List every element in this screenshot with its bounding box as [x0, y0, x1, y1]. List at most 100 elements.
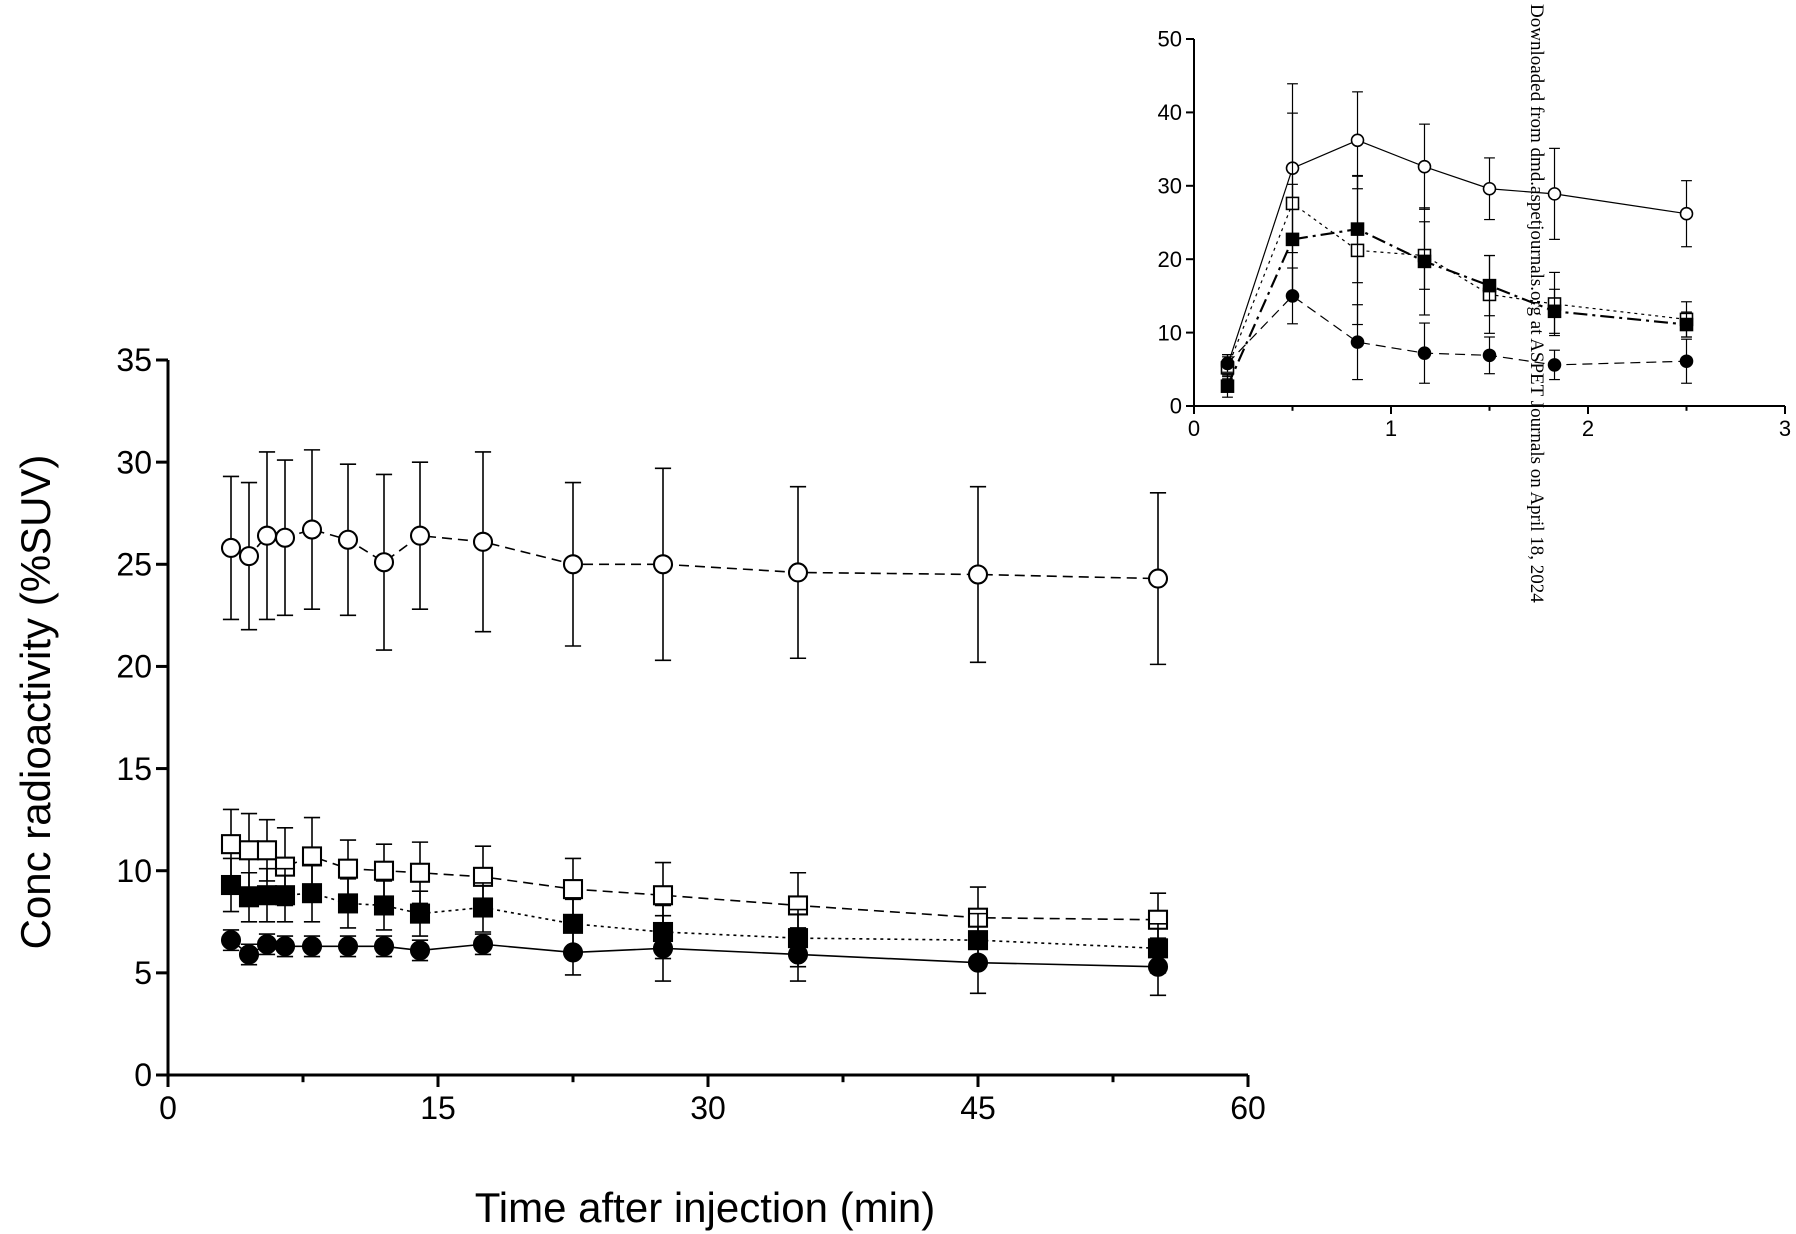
main-data-point [967, 564, 989, 585]
main-data-point [472, 531, 494, 552]
inset-y-tick-label: 40 [1158, 100, 1182, 125]
main-data-point [220, 930, 242, 951]
inset-y-tick-label: 20 [1158, 247, 1182, 272]
main-y-tick-label: 0 [134, 1057, 152, 1093]
inset-data-point [1482, 348, 1497, 363]
inset-data-point [1350, 335, 1365, 349]
inset-data-point [1417, 159, 1432, 174]
main-x-tick-label: 0 [159, 1090, 177, 1126]
inset-data-point [1285, 289, 1300, 303]
inset-data-point [1482, 278, 1497, 293]
main-data-point [373, 895, 395, 916]
main-data-point [274, 936, 296, 957]
inset-data-point [1679, 206, 1694, 221]
main-y-tick-label: 5 [134, 955, 152, 991]
inset-data-point [1482, 181, 1497, 196]
main-x-axis-label: Time after injection (min) [475, 1184, 936, 1231]
main-y-tick-label: 10 [116, 853, 152, 889]
main-series [220, 449, 1169, 997]
main-series-filled-square [220, 857, 1169, 974]
main-data-point [373, 552, 395, 573]
main-data-point [652, 938, 674, 959]
main-x-tick-label: 45 [960, 1090, 996, 1126]
inset-data-point [1679, 354, 1694, 369]
main-series-line [230, 843, 1159, 921]
main-data-point [337, 893, 359, 914]
main-data-point [373, 936, 395, 957]
main-data-point [256, 934, 278, 955]
main-data-point [301, 846, 323, 867]
main-data-point [562, 554, 584, 575]
inset-data-point [1350, 133, 1365, 148]
main-series-line [230, 528, 1159, 580]
main-data-point [256, 885, 278, 906]
inset-data-point [1547, 358, 1562, 372]
inset-data-point [1220, 356, 1235, 371]
inset-y-tick-label: 0 [1170, 394, 1182, 419]
inset-y-tick-label: 30 [1158, 174, 1182, 199]
main-data-point [256, 525, 278, 546]
main-y-tick-label: 20 [116, 649, 152, 685]
main-data-point [472, 934, 494, 955]
inset-series [1220, 83, 1694, 398]
inset-x-tick-label: 0 [1188, 416, 1200, 441]
inset-data-point [1220, 379, 1235, 393]
main-data-point [274, 885, 296, 906]
main-data-point [1147, 568, 1169, 589]
main-data-point [301, 519, 323, 540]
main-data-point [301, 883, 323, 904]
inset-x-tick-label: 3 [1779, 416, 1791, 441]
main-y-axis-label: Conc radioactivity (%SUV) [12, 455, 59, 950]
main-data-point [274, 527, 296, 548]
main-data-point [220, 537, 242, 558]
main-y-tick-label: 35 [116, 342, 152, 378]
inset-series-line [1226, 202, 1687, 369]
main-y-tick-label: 15 [116, 751, 152, 787]
inset-y-tick-label: 10 [1158, 320, 1182, 345]
main-y-tick-label: 25 [116, 546, 152, 582]
main-data-point [562, 942, 584, 963]
main-data-point [409, 525, 431, 546]
main-data-point [373, 860, 395, 881]
main-series-line [230, 884, 1159, 950]
inset-data-point [1350, 222, 1365, 236]
main-data-point [409, 940, 431, 961]
inset-data-point [1285, 232, 1300, 247]
main-chart: Time after injection (min) Conc radioact… [12, 342, 1266, 1231]
main-data-point [238, 944, 260, 965]
main-data-point [1147, 956, 1169, 977]
main-data-point [238, 546, 260, 567]
main-data-point [472, 897, 494, 918]
main-data-point [337, 936, 359, 957]
main-data-point [652, 554, 674, 575]
main-series-open-circle [220, 449, 1169, 666]
main-data-point [256, 840, 278, 861]
main-data-point [409, 862, 431, 883]
main-data-point [409, 903, 431, 924]
main-data-point [337, 858, 359, 879]
main-x-tick-label: 60 [1230, 1090, 1266, 1126]
inset-y-tick-label: 50 [1158, 27, 1182, 52]
inset-data-point [1547, 187, 1562, 201]
inset-data-point [1417, 346, 1432, 360]
main-data-point [787, 944, 809, 965]
main-data-point [220, 834, 242, 855]
main-data-point [562, 879, 584, 900]
inset-x-tick-label: 1 [1385, 416, 1397, 441]
download-watermark: Downloaded from dmd.aspetjournals.org at… [1526, 4, 1547, 603]
main-series-open-square [220, 808, 1169, 950]
inset-data-point [1679, 317, 1694, 332]
inset-series-filled-circle [1220, 267, 1694, 384]
inset-data-point [1547, 304, 1562, 319]
inset-x-tick-label: 2 [1582, 416, 1594, 441]
main-data-point [787, 562, 809, 583]
main-x-tick-label: 15 [420, 1090, 456, 1126]
main-axes: 0 15 30 45 60 0 5 10 15 20 25 30 35 [116, 342, 1265, 1126]
main-data-point [652, 885, 674, 906]
main-data-point [220, 874, 242, 896]
main-data-point [238, 840, 260, 861]
main-data-point [967, 952, 989, 973]
